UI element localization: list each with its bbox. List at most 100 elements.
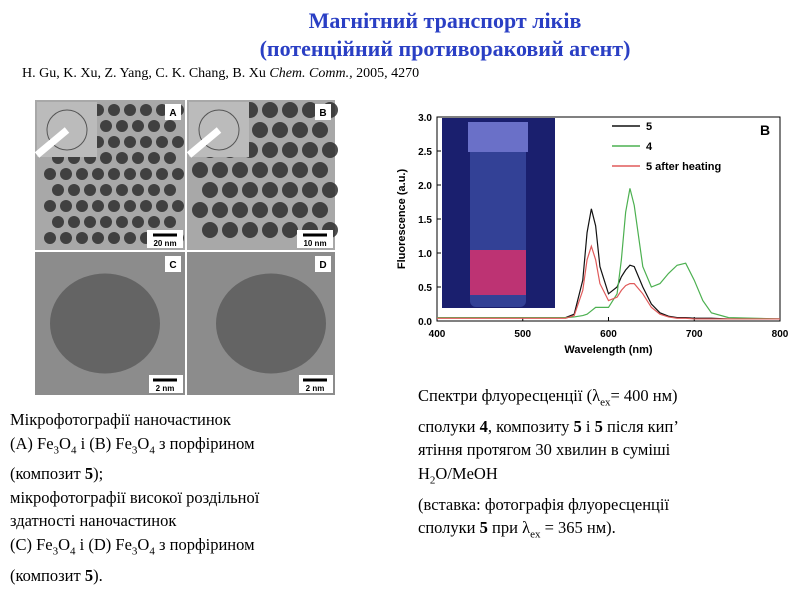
particle <box>172 168 184 180</box>
subscript: 4 <box>149 443 155 456</box>
particle <box>60 200 72 212</box>
panel-label: C <box>169 260 176 271</box>
particle <box>116 152 128 164</box>
caption-text: здатності наночастинок <box>10 511 177 531</box>
particle <box>282 102 298 118</box>
panel-label-box <box>165 104 181 120</box>
scale-label: 2 nm <box>156 384 175 393</box>
particle <box>272 122 288 138</box>
y-axis-label: Fluorescence (a.u.) <box>396 169 408 270</box>
particle <box>232 202 248 218</box>
panel-label-box <box>315 256 331 272</box>
particle <box>60 232 72 244</box>
caption-text: (композит <box>10 464 85 484</box>
red-fluorescence <box>470 250 526 295</box>
caption-text: при λ <box>487 518 531 538</box>
scale-label: 10 nm <box>303 239 326 248</box>
particle <box>148 216 160 228</box>
y-tick-label: 1.5 <box>418 215 432 226</box>
subscript: ex <box>600 396 611 409</box>
compound-number: 5 <box>479 518 488 538</box>
caption-text: (A) Fe <box>10 433 54 453</box>
diffraction-ring <box>46 109 88 151</box>
particle <box>92 200 104 212</box>
particle <box>292 162 308 178</box>
caption-text: O <box>137 433 150 453</box>
right-caption: Спектри флуоресценції (λex= 400 нм) спол… <box>418 384 679 547</box>
title-line: (потенційний противораковий агент) <box>259 36 631 61</box>
legend-label: 4 <box>646 141 653 153</box>
caption-text: після кип’ <box>602 416 679 436</box>
micrograph: B 10 nm <box>186 100 338 250</box>
particle <box>292 122 308 138</box>
nanoparticle <box>216 273 326 374</box>
particle <box>132 184 144 196</box>
particle <box>140 136 152 148</box>
caption-text: і (B) Fe <box>76 433 132 453</box>
nanoparticle <box>50 273 160 374</box>
particle <box>148 184 160 196</box>
particle <box>100 184 112 196</box>
particle <box>232 162 248 178</box>
particle <box>262 182 278 198</box>
particle <box>108 104 120 116</box>
caption-text: O <box>137 534 150 554</box>
particle <box>116 120 128 132</box>
subscript: 4 <box>149 545 155 558</box>
particle <box>222 222 238 238</box>
caption-text: і (D) Fe <box>75 534 132 554</box>
caption-text: ); <box>93 464 104 484</box>
particle <box>252 122 268 138</box>
particle <box>108 136 120 148</box>
compound-number: 5 <box>84 464 94 484</box>
particle <box>164 184 176 196</box>
particle <box>148 120 160 132</box>
particle <box>52 216 64 228</box>
compound-number: 5 <box>84 565 94 585</box>
particle <box>292 202 308 218</box>
caption-text: з порфірином <box>154 534 255 554</box>
particle <box>124 168 136 180</box>
particle <box>76 232 88 244</box>
particle <box>312 162 328 178</box>
compound-number: 5 <box>594 416 603 436</box>
panel-label-box <box>165 256 181 272</box>
x-axis-label: Wavelength (nm) <box>564 344 653 356</box>
journal: Chem. Comm., <box>269 66 353 81</box>
particle <box>92 232 104 244</box>
left-caption: Мікрофотографії наночастинок (A) Fe3O4 і… <box>10 408 259 587</box>
subscript: 4 <box>70 443 77 456</box>
series-line <box>437 208 780 320</box>
legend-label: 5 after heating <box>646 161 721 173</box>
caption-text: = 365 нм). <box>540 518 616 538</box>
particle <box>44 200 56 212</box>
y-tick-label: 1.0 <box>418 249 432 260</box>
particle <box>252 162 268 178</box>
particle <box>282 182 298 198</box>
particle <box>262 102 278 118</box>
particle <box>140 200 152 212</box>
subscript: 2 <box>429 474 436 487</box>
particle <box>132 152 144 164</box>
citation: H. Gu, K. Xu, Z. Yang, C. K. Chang, B. X… <box>22 66 419 82</box>
caption-text: O/MeOH <box>435 463 498 483</box>
caption-text: (композит <box>10 565 85 585</box>
particle <box>68 216 80 228</box>
panel-label: A <box>169 108 176 119</box>
particle <box>92 168 104 180</box>
title-line: Магнітний транспорт ліків <box>308 8 582 33</box>
particle <box>312 122 328 138</box>
particle <box>242 222 258 238</box>
particle <box>84 184 96 196</box>
particle <box>140 168 152 180</box>
x-tick-label: 800 <box>772 329 789 340</box>
caption-text: сполуки <box>418 416 480 436</box>
particle <box>76 200 88 212</box>
caption-text: O <box>58 534 71 554</box>
particle <box>148 152 160 164</box>
y-tick-label: 3.0 <box>418 113 432 124</box>
particle <box>302 182 318 198</box>
y-tick-label: 0.5 <box>418 283 432 294</box>
caption-text: Мікрофотографії наночастинок <box>10 410 231 429</box>
particle <box>202 182 218 198</box>
